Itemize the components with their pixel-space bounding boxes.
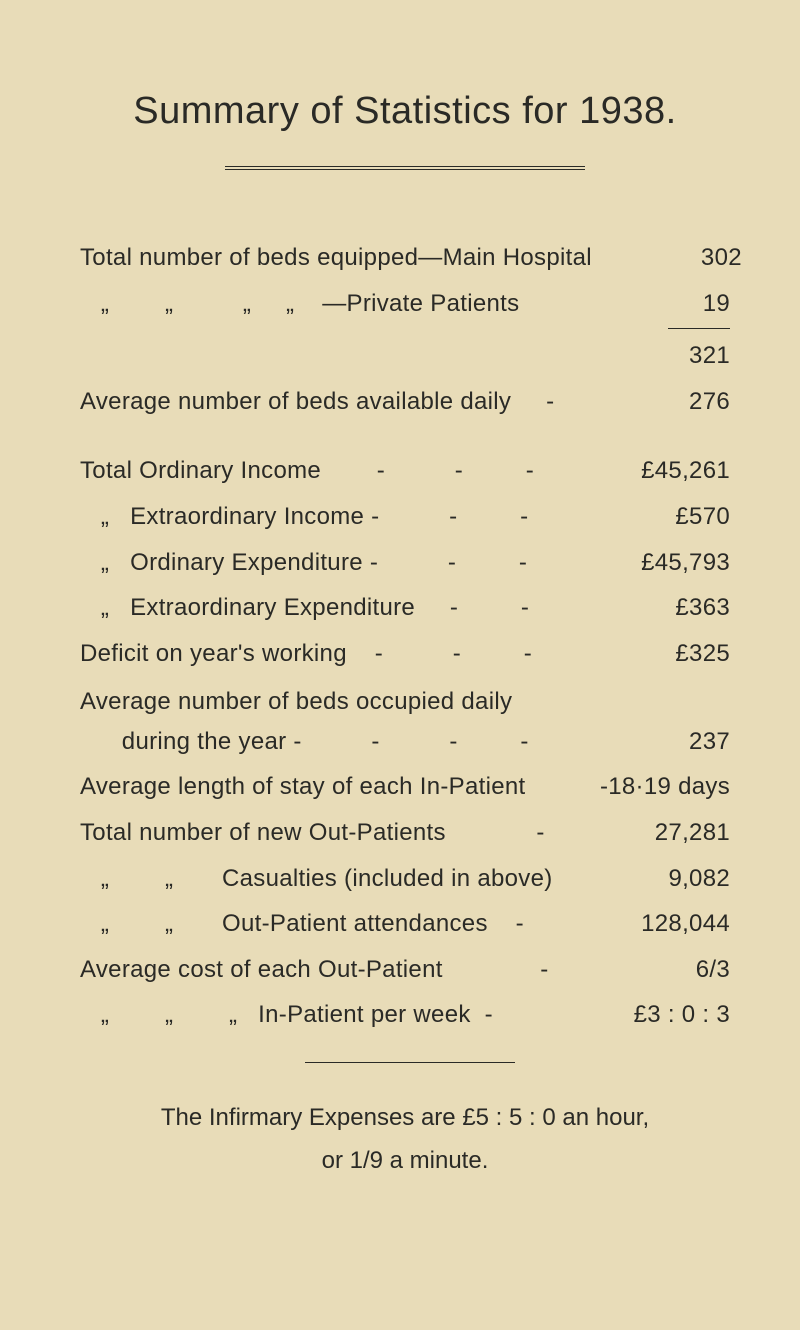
footer-line: The Infirmary Expenses are £5 : 5 : 0 an…	[80, 1096, 730, 1139]
stat-row: Deficit on year's working - - - £325	[80, 631, 730, 677]
sum-rule	[668, 328, 730, 329]
stat-value: £325	[580, 631, 730, 677]
stat-row: „ „ „ In-Patient per week - £3 : 0 : 3	[80, 992, 730, 1038]
stat-label: Total number of new Out-Patients -	[80, 810, 580, 856]
stat-value: £570	[580, 494, 730, 540]
stat-label: „ Extraordinary Income - - -	[80, 494, 580, 540]
stat-value: 19	[580, 281, 730, 327]
stat-value: -18·19 days	[580, 764, 730, 810]
stat-label: Average cost of each Out-Patient -	[80, 947, 580, 993]
stat-label: Total Ordinary Income - - -	[80, 448, 580, 494]
stat-label: „ „ Out-Patient attendances -	[80, 901, 580, 947]
title-rule-wrap	[80, 157, 730, 175]
footer-line: or 1/9 a minute.	[80, 1139, 730, 1182]
footer-rule-wrap	[80, 1050, 730, 1068]
double-rule	[225, 166, 585, 170]
stat-row: Average cost of each Out-Patient - 6/3	[80, 947, 730, 993]
stat-row: „ „ Out-Patient attendances - 128,044	[80, 901, 730, 947]
stat-label: „ „ „ „ —Private Patients	[80, 281, 580, 327]
stat-label: Average number of beds occupied daily	[80, 686, 580, 718]
stat-label: Total number of beds equipped—Main Hospi…	[80, 235, 592, 281]
stat-value: 321	[580, 333, 730, 379]
stat-label: Average length of stay of each In-Patien…	[80, 764, 580, 810]
stat-value: £3 : 0 : 3	[580, 992, 730, 1038]
stat-label: „ Extraordinary Expenditure - -	[80, 585, 580, 631]
stat-row: Average number of beds available daily -…	[80, 379, 730, 425]
stat-value: 237	[580, 719, 730, 765]
page-title: Summary of Statistics for 1938.	[80, 90, 730, 133]
stat-value: 9,082	[580, 856, 730, 902]
stat-row: Average number of beds occupied daily	[80, 686, 730, 718]
stat-row: Total number of new Out-Patients - 27,28…	[80, 810, 730, 856]
stat-row: „ Extraordinary Income - - - £570	[80, 494, 730, 540]
stat-row: 321	[80, 333, 730, 379]
stat-row: Total number of beds equipped—Main Hospi…	[80, 235, 730, 281]
stat-label: „ „ Casualties (included in above)	[80, 856, 580, 902]
footer-rule	[305, 1062, 515, 1063]
stat-label: Average number of beds available daily -	[80, 379, 580, 425]
stat-row: „ „ Casualties (included in above) 9,082	[80, 856, 730, 902]
footer-text: The Infirmary Expenses are £5 : 5 : 0 an…	[80, 1096, 730, 1182]
stat-label: Deficit on year's working - - -	[80, 631, 580, 677]
stat-value: £45,261	[580, 448, 730, 494]
stat-value: £363	[580, 585, 730, 631]
stat-row: during the year - - - - 237	[80, 719, 730, 765]
stat-row: „ Extraordinary Expenditure - - £363	[80, 585, 730, 631]
stat-value: 27,281	[580, 810, 730, 856]
stat-value: £45,793	[580, 540, 730, 586]
document-page: Summary of Statistics for 1938. Total nu…	[0, 0, 800, 1222]
stat-row: „ „ „ „ —Private Patients 19	[80, 281, 730, 327]
stat-label: „ „ „ In-Patient per week -	[80, 992, 580, 1038]
stat-row: Average length of stay of each In-Patien…	[80, 764, 730, 810]
stat-row: Total Ordinary Income - - - £45,261	[80, 448, 730, 494]
stat-value: 128,044	[580, 901, 730, 947]
stat-value: 276	[580, 379, 730, 425]
stat-label: „ Ordinary Expenditure - - -	[80, 540, 580, 586]
sum-rule-wrap	[80, 326, 730, 333]
stat-value: 302	[592, 235, 742, 281]
stat-value: 6/3	[580, 947, 730, 993]
stat-label: during the year - - - -	[80, 719, 580, 765]
stat-row: „ Ordinary Expenditure - - - £45,793	[80, 540, 730, 586]
